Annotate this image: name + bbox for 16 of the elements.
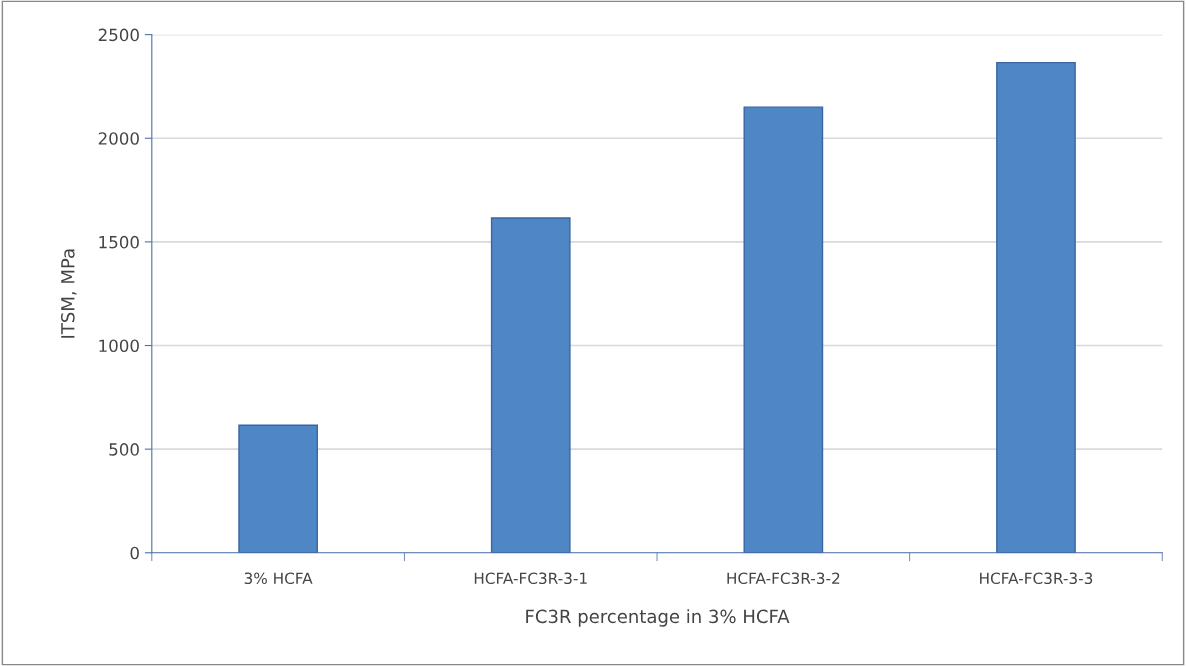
x-axis-title: FC3R percentage in 3% HCFA bbox=[526, 609, 790, 627]
x-tick-label: HCFA-FC3R-3-2 bbox=[727, 572, 840, 585]
y-tick-label: 500 bbox=[109, 443, 139, 456]
x-tick-label: HCFA-FC3R-3-1 bbox=[474, 572, 587, 585]
y-tick-label: 1000 bbox=[99, 339, 139, 353]
y-tick-label: 0 bbox=[130, 546, 139, 560]
x-tick-label: 3% HCFA bbox=[244, 572, 313, 585]
y-tick-label: 1500 bbox=[99, 235, 139, 249]
y-axis-title: ITSM, MPa bbox=[60, 249, 77, 338]
y-tick-label: 2500 bbox=[98, 28, 139, 42]
x-tick-label: HCFA-FC3R-3-3 bbox=[980, 572, 1093, 585]
bar bbox=[490, 217, 571, 553]
y-tick-label: 2000 bbox=[98, 132, 139, 145]
bar bbox=[743, 106, 824, 553]
bar bbox=[996, 61, 1076, 553]
bar bbox=[238, 424, 318, 553]
